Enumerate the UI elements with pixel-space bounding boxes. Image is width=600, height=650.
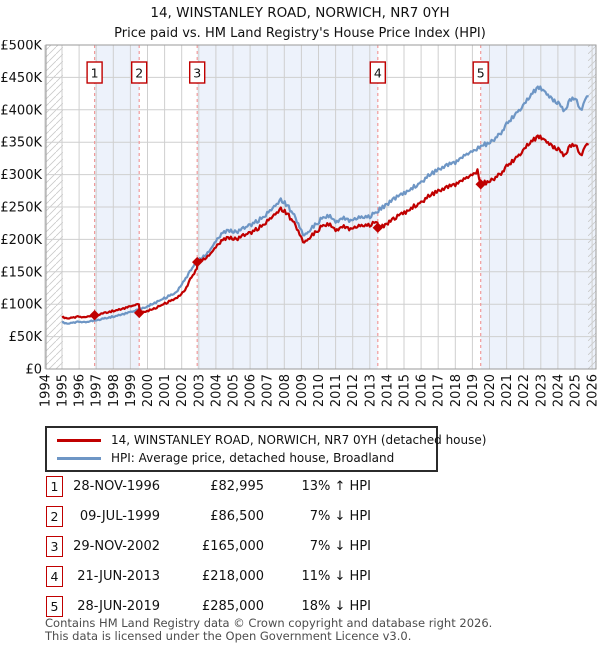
chart-legend: 14, WINSTANLEY ROAD, NORWICH, NR7 0YH (d…: [45, 426, 486, 472]
legend-item-property: 14, WINSTANLEY ROAD, NORWICH, NR7 0YH (d…: [53, 431, 486, 449]
svg-text:2024: 2024: [551, 374, 566, 407]
page-subtitle: Price paid vs. HM Land Registry's House …: [114, 26, 486, 41]
svg-text:2026: 2026: [586, 374, 600, 407]
sale-hpi-delta: 7% ↓ HPI: [309, 508, 371, 524]
svg-text:2002: 2002: [175, 374, 190, 407]
sale-price: £218,000: [201, 568, 264, 584]
sale-date: 09-JUL-1999: [79, 508, 160, 524]
svg-text:2005: 2005: [227, 374, 242, 407]
svg-text:2021: 2021: [500, 374, 515, 407]
svg-text:1995: 1995: [56, 374, 71, 407]
sale-date: 21-JUN-2013: [77, 568, 160, 584]
sale-number-badge: 1: [46, 475, 63, 497]
sale-row-2: 2 09-JUL-1999 £86,500 7% ↓ HPI: [46, 501, 391, 531]
sale-number-badge: 4: [46, 565, 63, 587]
sale-row-3: 3 29-NOV-2002 £165,000 7% ↓ HPI: [46, 531, 391, 561]
footer-line-1: Contains HM Land Registry data © Crown c…: [45, 616, 493, 630]
sale-hpi-delta: 7% ↓ HPI: [309, 538, 371, 554]
sale-date: 29-NOV-2002: [73, 538, 160, 554]
svg-text:2017: 2017: [432, 374, 447, 407]
svg-text:2016: 2016: [415, 374, 430, 407]
sale-price: £285,000: [201, 598, 264, 614]
chart-header: 14, WINSTANLEY ROAD, NORWICH, NR7 0YH Pr…: [0, 5, 600, 41]
svg-text:3: 3: [193, 66, 201, 81]
svg-text:£450K: £450K: [0, 71, 42, 86]
svg-text:2007: 2007: [261, 374, 276, 407]
svg-text:2000: 2000: [141, 374, 156, 407]
svg-text:2003: 2003: [192, 374, 207, 407]
svg-text:£350K: £350K: [0, 136, 42, 151]
svg-text:£300K: £300K: [0, 168, 42, 183]
svg-text:2009: 2009: [295, 374, 310, 407]
svg-text:4: 4: [374, 66, 382, 81]
sale-number-badge: 2: [46, 505, 63, 527]
svg-text:2020: 2020: [483, 374, 498, 407]
svg-text:2006: 2006: [244, 374, 259, 407]
svg-text:2018: 2018: [449, 374, 464, 407]
svg-text:£250K: £250K: [0, 201, 42, 216]
svg-text:£400K: £400K: [0, 103, 42, 118]
sale-number-badge: 3: [46, 535, 63, 557]
sale-number-badge: 5: [46, 595, 63, 617]
svg-text:2019: 2019: [466, 374, 481, 407]
sale-price: £82,995: [210, 478, 264, 494]
sale-hpi-delta: 13% ↑ HPI: [301, 478, 371, 494]
svg-text:1: 1: [91, 66, 99, 81]
footer-line-2: This data is licensed under the Open Gov…: [45, 628, 412, 643]
property-line-swatch: [57, 438, 101, 442]
license-footer: Contains HM Land Registry data © Crown c…: [45, 617, 492, 643]
svg-text:5: 5: [477, 66, 485, 81]
svg-text:2013: 2013: [363, 374, 378, 407]
svg-text:2004: 2004: [209, 374, 224, 407]
sale-price: £86,500: [210, 508, 264, 524]
svg-text:£50K: £50K: [9, 330, 43, 345]
svg-text:2012: 2012: [346, 374, 361, 407]
svg-text:£100K: £100K: [0, 298, 42, 313]
legend-label-property: 14, WINSTANLEY ROAD, NORWICH, NR7 0YH (d…: [111, 433, 487, 447]
svg-text:2015: 2015: [398, 374, 413, 407]
sales-table: 1 28-NOV-1996 £82,995 13% ↑ HPI 2 09-JUL-1999…: [46, 471, 391, 621]
svg-text:2025: 2025: [569, 374, 584, 407]
svg-text:2023: 2023: [534, 374, 549, 407]
legend-label-hpi: HPI: Average price, detached house, Broa…: [111, 451, 395, 465]
svg-text:2008: 2008: [278, 374, 293, 407]
svg-text:1997: 1997: [90, 374, 105, 407]
svg-text:2014: 2014: [380, 374, 395, 407]
svg-text:2011: 2011: [329, 374, 344, 407]
svg-text:1994: 1994: [38, 374, 53, 407]
svg-text:2022: 2022: [517, 374, 532, 407]
page-title: 14, WINSTANLEY ROAD, NORWICH, NR7 0YH: [150, 5, 450, 21]
svg-text:2: 2: [135, 66, 143, 81]
svg-text:£200K: £200K: [0, 233, 42, 248]
svg-text:1996: 1996: [73, 374, 88, 407]
svg-text:2001: 2001: [158, 374, 173, 407]
sale-row-5: 5 28-JUN-2019 £285,000 18% ↓ HPI: [46, 591, 391, 621]
sale-hpi-delta: 11% ↓ HPI: [301, 568, 371, 584]
svg-text:£500K: £500K: [0, 40, 42, 54]
sale-row-1: 1 28-NOV-1996 £82,995 13% ↑ HPI: [46, 471, 391, 501]
svg-text:1999: 1999: [124, 374, 139, 407]
sale-date: 28-JUN-2019: [77, 598, 160, 614]
sale-price: £165,000: [201, 538, 264, 554]
hpi-line-swatch: [57, 456, 101, 460]
sale-date: 28-NOV-1996: [73, 478, 160, 494]
svg-text:£0: £0: [25, 363, 42, 378]
sale-row-4: 4 21-JUN-2013 £218,000 11% ↓ HPI: [46, 561, 391, 591]
svg-text:1998: 1998: [107, 374, 122, 407]
svg-text:2010: 2010: [312, 374, 327, 407]
legend-item-hpi: HPI: Average price, detached house, Broa…: [53, 449, 430, 467]
svg-text:£150K: £150K: [0, 265, 42, 280]
price-chart-canvas: 1 2 3 4 5 £0 £50K £100K £150K £200K £250K £300K £350…: [0, 40, 600, 407]
sale-hpi-delta: 18% ↓ HPI: [301, 598, 371, 614]
